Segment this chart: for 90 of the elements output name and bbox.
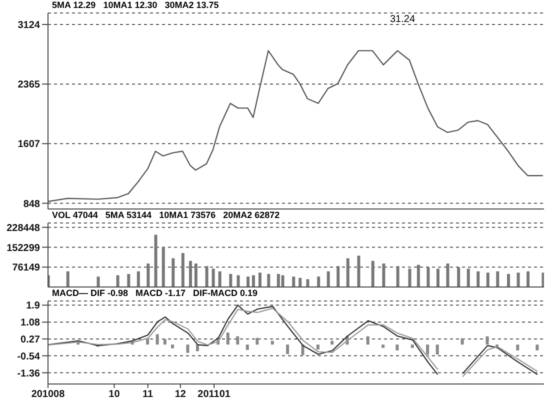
bar <box>316 344 320 350</box>
y-tick-label: 1.9 <box>26 300 40 312</box>
bar <box>205 266 208 287</box>
bar <box>507 274 510 287</box>
y-tick-label: 2365 <box>18 80 40 91</box>
y-tick-label: 76149 <box>12 262 40 274</box>
bar <box>330 340 334 345</box>
bar <box>542 272 544 287</box>
bar <box>336 266 340 287</box>
y-tick-label: 0.27 <box>20 334 40 346</box>
bar <box>496 271 500 287</box>
bar <box>382 344 385 348</box>
bar <box>317 276 320 287</box>
chart-title: MACD— DIF -0.98 MACD -1.17 DIF-MACD 0.19 <box>52 288 258 298</box>
bar <box>172 258 175 287</box>
x-tick-label: 12 <box>174 389 186 400</box>
bar <box>136 271 140 287</box>
chart-title: 5MA 12.29 10MA1 12.30 30MA2 13.75 <box>52 0 219 10</box>
y-tick-label: -0.54 <box>17 351 40 362</box>
y-tick-label: 3124 <box>18 20 40 32</box>
bar <box>306 279 310 287</box>
bar <box>66 271 70 287</box>
bar <box>194 263 198 287</box>
bar <box>156 334 159 345</box>
bar <box>466 268 470 287</box>
bar <box>476 271 480 287</box>
bar <box>154 234 158 287</box>
x-tick-label: 11 <box>142 389 154 400</box>
bar <box>382 263 386 287</box>
bar <box>292 276 296 287</box>
bar <box>226 332 230 345</box>
bar <box>396 344 399 350</box>
y-tick-label: -1.36 <box>17 368 40 380</box>
bar <box>171 344 174 348</box>
bar <box>236 275 240 287</box>
bar <box>258 272 262 287</box>
bar <box>186 344 190 353</box>
x-tick-label: 10 <box>108 389 120 400</box>
bar <box>410 344 414 348</box>
bar <box>426 267 430 287</box>
y-tick-label: 1607 <box>18 139 40 150</box>
bar <box>286 344 290 354</box>
annotation: 31.24 <box>390 14 416 25</box>
chart-title: VOL 47044 5MA 53144 10MA1 73576 20MA2 62872 <box>52 210 280 220</box>
bar <box>252 275 255 287</box>
y-tick-label: 152299 <box>6 242 40 254</box>
bar <box>298 278 302 287</box>
bar <box>446 263 450 287</box>
bar <box>181 253 184 287</box>
bar <box>229 274 232 287</box>
bar <box>116 275 120 287</box>
bar <box>436 268 440 287</box>
bar <box>246 344 249 350</box>
bar <box>457 267 460 287</box>
bar <box>246 276 250 287</box>
bar <box>270 340 274 345</box>
bar <box>162 248 165 287</box>
bar <box>146 263 150 287</box>
bar <box>236 336 240 345</box>
bar <box>486 272 490 287</box>
bar <box>326 271 330 287</box>
bar <box>536 344 539 350</box>
bar <box>516 344 520 350</box>
bar <box>408 268 412 287</box>
bar <box>486 336 489 345</box>
x-tick-label: 201101 <box>198 389 231 400</box>
x-tick-label: 201008 <box>31 389 66 400</box>
bar <box>416 264 420 287</box>
bar <box>163 339 166 345</box>
bar <box>396 266 400 287</box>
bar <box>526 271 530 287</box>
bar <box>218 271 222 287</box>
bar <box>127 274 130 287</box>
bar <box>436 344 439 355</box>
bar <box>460 338 464 345</box>
bar <box>357 256 360 287</box>
y-tick-label: 228448 <box>6 222 40 234</box>
y-tick-label: 1.08 <box>20 318 40 329</box>
bar <box>516 272 520 287</box>
bar <box>212 268 215 287</box>
bar <box>371 260 374 287</box>
bar <box>346 258 350 287</box>
bar <box>256 338 259 345</box>
bar <box>267 274 270 287</box>
y-tick-label: 848 <box>23 198 40 210</box>
bar <box>189 260 192 287</box>
bar <box>96 276 100 287</box>
bar <box>366 336 370 345</box>
bar <box>426 344 430 355</box>
bar <box>281 275 284 287</box>
